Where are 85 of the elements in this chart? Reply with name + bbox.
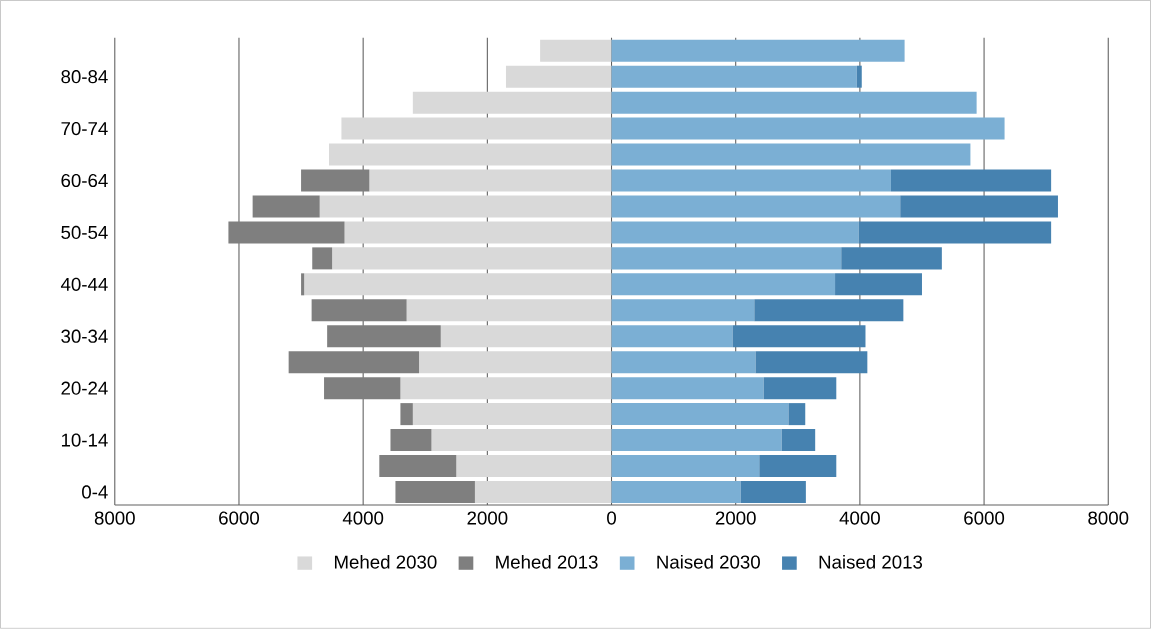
bar xyxy=(395,481,475,504)
legend-label: Naised 2030 xyxy=(657,555,760,569)
bar xyxy=(611,299,755,322)
bar xyxy=(311,299,407,322)
bar xyxy=(379,455,457,478)
bar xyxy=(324,377,401,400)
bar xyxy=(841,247,942,270)
x-tick-label: 6000 xyxy=(219,511,260,525)
bar xyxy=(412,91,612,114)
legend-label: Mehed 2013 xyxy=(496,555,598,569)
bar xyxy=(611,117,1005,140)
bar xyxy=(505,65,612,88)
y-tick-label: 80-84 xyxy=(61,70,108,84)
bar xyxy=(858,221,1052,244)
bar xyxy=(419,351,612,374)
bar xyxy=(288,351,420,374)
bar xyxy=(301,273,305,296)
x-tick-label: 6000 xyxy=(964,511,1005,525)
bar xyxy=(611,377,764,400)
bar xyxy=(540,39,612,62)
x-tick-label: 4000 xyxy=(839,511,880,525)
bar xyxy=(611,221,859,244)
bar xyxy=(611,351,756,374)
bar xyxy=(611,325,733,348)
y-tick-label: 50-54 xyxy=(61,225,108,240)
bar xyxy=(406,299,612,322)
bar xyxy=(611,91,977,114)
bar xyxy=(611,39,905,62)
bar xyxy=(400,377,612,400)
bar xyxy=(369,169,612,192)
bar xyxy=(754,299,904,322)
bar xyxy=(252,195,320,218)
bar xyxy=(327,325,441,348)
x-tick-label: 4000 xyxy=(342,511,384,525)
bar xyxy=(611,65,857,88)
bar xyxy=(611,403,789,426)
y-tick-label: 70-74 xyxy=(61,122,108,136)
bar xyxy=(341,117,612,140)
x-tick-label: 8000 xyxy=(94,511,135,525)
bar xyxy=(781,429,816,452)
bar xyxy=(732,325,866,348)
y-tick-label: 10-14 xyxy=(61,433,108,447)
bar xyxy=(332,247,612,270)
bar xyxy=(440,325,612,348)
bar xyxy=(319,195,612,218)
bar xyxy=(611,169,891,192)
bar xyxy=(304,273,612,296)
bar xyxy=(611,455,760,478)
bar xyxy=(900,195,1058,218)
x-tick-label: 0 xyxy=(607,511,616,525)
bar xyxy=(390,429,432,452)
y-tick-label: 0-4 xyxy=(82,485,108,499)
legend-label: Naised 2013 xyxy=(819,555,923,569)
bar xyxy=(856,65,862,88)
bar xyxy=(431,429,612,452)
bar xyxy=(611,195,901,218)
y-tick-label: 20-24 xyxy=(61,381,108,395)
bar xyxy=(611,429,782,452)
legend-label: Mehed 2030 xyxy=(334,555,437,569)
bar xyxy=(759,455,837,478)
bar xyxy=(312,247,333,270)
bar xyxy=(329,143,612,166)
bar xyxy=(890,169,1052,192)
bar xyxy=(456,455,612,478)
bar xyxy=(755,351,868,374)
bar xyxy=(835,273,922,296)
bar xyxy=(788,403,806,426)
bar xyxy=(412,403,612,426)
bar xyxy=(611,481,741,504)
bar xyxy=(611,143,971,166)
bar xyxy=(611,247,842,270)
y-tick-label: 30-34 xyxy=(61,329,108,343)
x-tick-label: 8000 xyxy=(1088,511,1129,525)
bar xyxy=(763,377,837,400)
bar xyxy=(344,221,612,244)
y-tick-label: 40-44 xyxy=(60,277,108,292)
x-tick-label: 2000 xyxy=(715,511,756,525)
bar xyxy=(740,481,806,504)
bar xyxy=(400,403,413,426)
bar xyxy=(301,169,370,192)
x-tick-label: 2000 xyxy=(467,511,508,525)
bar xyxy=(611,273,836,296)
y-tick-label: 60-64 xyxy=(61,174,108,188)
bar xyxy=(228,221,345,244)
bar xyxy=(474,481,612,504)
